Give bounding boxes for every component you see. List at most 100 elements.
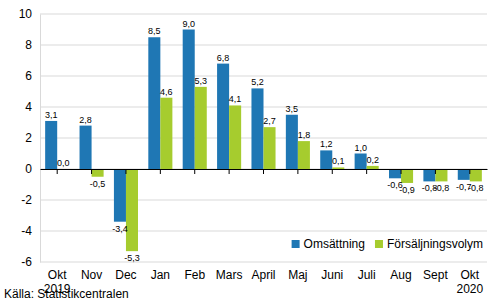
y-tick-label: 10: [19, 7, 33, 21]
x-tick-label: Juli: [358, 268, 376, 282]
data-label: -3,4: [112, 224, 128, 234]
x-tick-mark: [125, 169, 126, 174]
grid-line: [40, 76, 487, 77]
x-tick-mark: [91, 169, 92, 174]
y-tick: 6: [25, 69, 40, 83]
data-label: 2,7: [263, 116, 276, 126]
y-tick-label: 2: [25, 131, 32, 145]
bar: [332, 167, 344, 169]
chart: -6-4-20246810Okt2019NovDecJanFebMarsApri…: [0, 0, 493, 304]
bar: [286, 115, 298, 169]
x-axis: [41, 169, 488, 174]
y-tick-label: 6: [25, 69, 32, 83]
x-tick: [435, 169, 436, 174]
x-tick: [91, 169, 92, 174]
x-tick-label: Okt2020: [456, 268, 483, 296]
bar: [458, 169, 470, 180]
bar: [355, 154, 367, 170]
data-label: -0,8: [434, 183, 450, 193]
bar: [367, 166, 379, 169]
x-tick-mark: [263, 169, 264, 174]
y-tick: 4: [25, 100, 40, 114]
bar: [264, 127, 276, 169]
x-tick-mark: [160, 169, 161, 174]
y-tick: 0: [25, 162, 40, 176]
x-tick-label: April: [251, 268, 275, 282]
x-tick-mark: [401, 169, 402, 174]
bar: [160, 98, 172, 169]
x-tick-mark: [435, 169, 436, 174]
data-labels: 3,12,8-3,48,59,06,85,23,51,21,0-0,6-0,8-…: [45, 19, 484, 264]
legend-swatch: [292, 240, 300, 248]
x-tick: [160, 169, 161, 174]
bar: [423, 169, 435, 181]
plot: -6-4-20246810Okt2019NovDecJanFebMarsApri…: [19, 7, 488, 296]
data-label: 1,2: [320, 139, 333, 149]
data-label: 1,0: [354, 143, 367, 153]
data-label: 6,8: [217, 53, 230, 63]
y-tick: 2: [25, 131, 40, 145]
grid-line: [40, 262, 487, 263]
bar: [251, 88, 263, 169]
bar: [229, 105, 241, 169]
bars: [45, 30, 482, 252]
bar: [401, 169, 413, 183]
x-tick-mark: [297, 169, 298, 174]
bar: [389, 169, 401, 178]
x-tick-mark: [229, 169, 230, 174]
x-tick: [194, 169, 195, 174]
x-tick: [57, 169, 58, 174]
x-tick: [366, 169, 367, 174]
x-tick-mark: [194, 169, 195, 174]
bar: [320, 150, 332, 169]
data-label: 0,2: [366, 155, 379, 165]
source: Källa: Statistikcentralen: [4, 287, 129, 301]
x-tick-mark: [366, 169, 367, 174]
data-label: 3,5: [286, 104, 299, 114]
x-tick: [229, 169, 230, 174]
x-tick-label: Sept: [423, 268, 448, 282]
data-label: -5,3: [124, 253, 140, 263]
bar: [80, 126, 92, 169]
bar: [435, 169, 447, 181]
x-tick-mark: [469, 169, 470, 174]
bar: [45, 121, 57, 169]
y-tick-label: -6: [21, 255, 32, 269]
legend-label: Försäljningsvolym: [387, 237, 483, 251]
bar: [183, 30, 195, 170]
x-tick-label: Maj: [288, 268, 307, 282]
data-label: 2,8: [79, 115, 92, 125]
x-tick: [469, 169, 470, 174]
x-tick-mark: [332, 169, 333, 174]
data-label: 5,2: [251, 77, 264, 87]
y-tick-label: 8: [25, 38, 32, 52]
data-label: 9,0: [182, 19, 195, 29]
x-tick: [297, 169, 298, 174]
y-tick-label: 4: [25, 100, 32, 114]
y-tick-label: -4: [21, 224, 32, 238]
grid-line: [40, 200, 487, 201]
x-tick: [125, 169, 126, 174]
legend: FörsäljningsvolymOmsättning: [292, 237, 483, 251]
data-label: -0,9: [399, 185, 415, 195]
data-label: 0,1: [332, 156, 345, 166]
x-tick-label: Mars: [216, 268, 243, 282]
data-label: 3,1: [45, 110, 58, 120]
y-axis-line: [40, 15, 41, 263]
y-tick-label: -2: [21, 193, 32, 207]
bar: [470, 169, 482, 181]
x-tick: [263, 169, 264, 174]
y-axis: -6 -4 -2 0 2 4 6 8 10: [19, 7, 41, 269]
x-tick: [401, 169, 402, 174]
data-label: 1,8: [298, 130, 311, 140]
y-tick: -6: [21, 255, 40, 269]
x-tick: [332, 169, 333, 174]
data-label: 8,5: [148, 26, 161, 36]
y-tick: -4: [21, 224, 40, 238]
bar: [92, 169, 104, 177]
data-label: 4,6: [160, 87, 173, 97]
y-tick-label: 0: [25, 162, 32, 176]
bar: [217, 64, 229, 169]
y-tick: -2: [21, 193, 40, 207]
bar: [148, 37, 160, 169]
